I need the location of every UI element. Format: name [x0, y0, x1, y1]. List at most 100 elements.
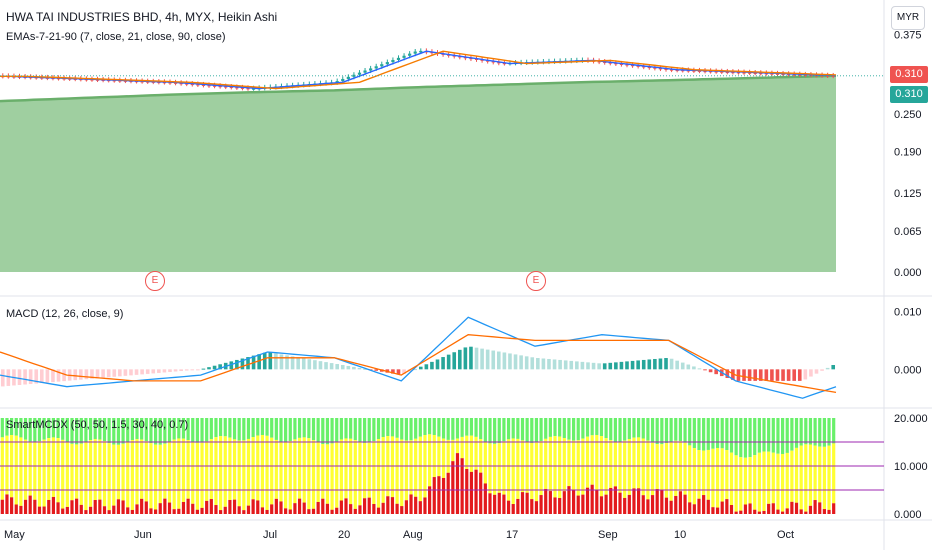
mcdx-banker-bar: [585, 487, 590, 514]
mcdx-banker-bar: [311, 508, 316, 514]
mcdx-banker-bar: [664, 497, 669, 514]
price-candle: [335, 81, 339, 83]
mcdx-retail-bar: [762, 418, 766, 452]
macd-histogram-bar: [809, 369, 813, 377]
mcdx-banker-bar: [437, 476, 441, 514]
macd-histogram-bar: [435, 359, 440, 370]
price-candle: [625, 64, 629, 66]
mcdx-banker-bar: [711, 507, 715, 514]
mcdx-hotmoney-bar: [56, 438, 60, 503]
mcdx-banker-bar: [116, 499, 121, 514]
mcdx-retail-bar: [344, 418, 348, 439]
mcdx-hotmoney-bar: [697, 449, 701, 499]
mcdx-hotmoney-bar: [144, 441, 148, 502]
macd-histogram-bar: [625, 361, 629, 370]
mcdx-banker-bar: [102, 506, 107, 514]
mcdx-hotmoney-bar: [339, 439, 343, 501]
mcdx-retail-bar: [520, 418, 525, 441]
price-candle: [826, 75, 830, 77]
mcdx-banker-bar: [386, 496, 390, 514]
earnings-marker-2[interactable]: E: [526, 271, 546, 291]
mcdx-banker-bar: [362, 498, 367, 514]
macd-histogram-bar: [0, 369, 5, 387]
mcdx-retail-bar: [19, 418, 23, 438]
mcdx-hotmoney-bar: [539, 441, 543, 496]
mcdx-banker-bar: [562, 491, 566, 514]
macd-histogram-bar: [580, 361, 585, 370]
mcdx-retail-bar: [195, 418, 199, 443]
ema-indicator-label[interactable]: EMAs-7-21-90 (7, close, 21, close, 90, c…: [6, 31, 226, 43]
mcdx-hotmoney-bar: [140, 439, 144, 499]
mcdx-hotmoney-bar: [325, 444, 330, 504]
mcdx-retail-bar: [669, 418, 673, 442]
macd-histogram-bar: [201, 368, 206, 370]
mcdx-banker-bar: [256, 500, 260, 514]
macd-histogram-bar: [56, 369, 61, 382]
price-candle: [235, 86, 239, 89]
mcdx-hotmoney-bar: [37, 441, 42, 507]
price-candle: [419, 50, 423, 53]
mcdx-banker-bar: [697, 498, 701, 514]
price-axis-tick-0: 0.375: [894, 30, 922, 42]
mcdx-retail-bar: [734, 418, 738, 456]
mcdx-retail-bar: [641, 418, 645, 439]
mcdx-retail-bar: [219, 418, 223, 437]
ema90-line: [0, 74, 837, 103]
mcdx-banker-bar: [428, 486, 432, 514]
time-axis-label-4: Aug: [403, 529, 423, 541]
currency-button[interactable]: MYR: [891, 6, 925, 30]
mcdx-hotmoney-bar: [460, 436, 464, 459]
macd-histogram-bar: [658, 358, 663, 370]
mcdx-hotmoney-bar: [79, 443, 83, 505]
price-candle: [201, 84, 206, 86]
mcdx-hotmoney-bar: [827, 445, 831, 510]
macd-histogram-bar: [452, 352, 457, 370]
mcdx-hotmoney-bar: [650, 442, 655, 496]
macd-histogram-bar: [775, 369, 780, 381]
earnings-marker-1[interactable]: E: [145, 271, 165, 291]
mcdx-hotmoney-bar: [107, 443, 111, 511]
mcdx-banker-bar: [599, 496, 604, 514]
mcdx-retail-bar: [79, 418, 83, 444]
mcdx-hotmoney-bar: [623, 440, 627, 498]
macd-histogram-bar: [285, 355, 289, 370]
mcdx-hotmoney-bar: [367, 442, 371, 498]
mcdx-hotmoney-bar: [316, 442, 320, 502]
price-candle: [753, 72, 757, 75]
mcdx-banker-bar: [794, 502, 799, 514]
mcdx-retail-bar: [265, 418, 269, 436]
mcdx-retail-bar: [706, 418, 710, 450]
mcdx-retail-bar: [613, 418, 617, 442]
mcdx-hotmoney-bar: [102, 441, 107, 507]
mcdx-banker-bar: [186, 498, 190, 514]
mcdx-retail-bar: [223, 418, 227, 437]
mcdx-banker-bar: [42, 506, 46, 514]
mcdx-retail-bar: [335, 418, 339, 442]
mcdx-retail-bar: [683, 418, 687, 443]
mcdx-banker-bar: [581, 494, 585, 514]
mcdx-retail-bar: [181, 418, 186, 439]
mcdx-hotmoney-bar: [618, 441, 622, 493]
mcdx-banker-bar: [799, 509, 803, 514]
mcdx-retail-bar: [455, 418, 460, 439]
mcdx-banker-bar: [790, 501, 794, 514]
mcdx-hotmoney-bar: [595, 434, 599, 491]
mcdx-hotmoney-bar: [571, 440, 576, 490]
mcdx-banker-bar: [627, 494, 631, 514]
smartmcdx-pane-label[interactable]: SmartMCDX (50, 50, 1.5, 30, 40, 0.7): [6, 419, 189, 431]
mcdx-hotmoney-bar: [511, 438, 515, 505]
macd-histogram-bar: [95, 369, 100, 379]
mcdx-retail-bar: [674, 418, 678, 441]
mcdx-banker-bar: [609, 487, 613, 514]
macd-pane-label[interactable]: MACD (12, 26, close, 9): [6, 308, 124, 320]
price-candle: [720, 71, 724, 73]
signal-line: [0, 334, 837, 394]
mcdx-retail-bar: [428, 418, 432, 435]
mcdx-hotmoney-bar: [428, 434, 432, 487]
mcdx-banker-bar: [446, 472, 450, 514]
mcdx-retail-bar: [785, 418, 789, 453]
mcdx-retail-bar: [149, 418, 153, 444]
mcdx-banker-bar: [757, 511, 761, 514]
macd-histogram-bar: [474, 347, 479, 370]
mcdx-hotmoney-bar: [465, 435, 469, 469]
